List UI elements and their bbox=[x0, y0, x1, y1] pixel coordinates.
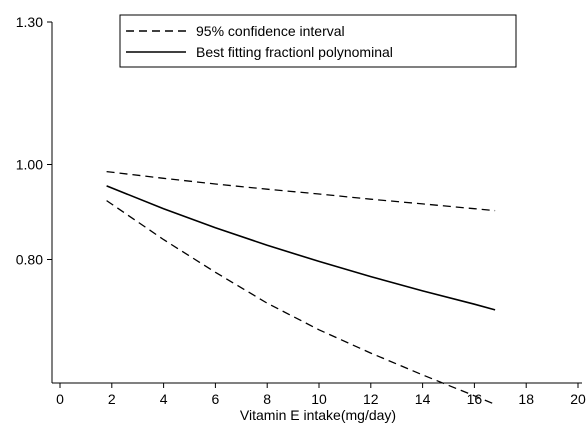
x-tick-label: 4 bbox=[160, 391, 168, 407]
x-tick-label: 6 bbox=[212, 391, 220, 407]
y-tick-label: 0.80 bbox=[16, 252, 43, 268]
confidence-interval-line-1 bbox=[106, 170, 496, 212]
x-tick-label: 14 bbox=[415, 391, 431, 407]
y-tick-label: 1.30 bbox=[16, 14, 43, 30]
x-tick-label: 12 bbox=[363, 391, 379, 407]
legend: 95% confidence interval Best fitting frac… bbox=[119, 14, 517, 68]
legend-label: Best fitting fractionl polynominal bbox=[196, 44, 393, 60]
x-axis-label: Vitamin E intake(mg/day) bbox=[240, 407, 396, 423]
x-tick-label: 0 bbox=[56, 391, 64, 407]
legend-box bbox=[119, 14, 517, 68]
plot-area: 0 2 4 6 8 10 12 14 16 18 20 0.80 1.00 1.30 bbox=[16, 14, 586, 407]
x-tick-label: 16 bbox=[467, 391, 483, 407]
x-tick-label: 18 bbox=[518, 391, 534, 407]
x-tick-label: 10 bbox=[311, 391, 327, 407]
x-tick-label: 8 bbox=[263, 391, 271, 407]
y-tick-label: 1.00 bbox=[16, 157, 43, 173]
y-ticks: 0.80 1.00 1.30 bbox=[16, 14, 52, 268]
x-tick-label: 2 bbox=[108, 391, 116, 407]
fitted-line-0 bbox=[106, 185, 496, 311]
confidence-interval-line-2 bbox=[106, 200, 496, 406]
series-layer bbox=[106, 170, 496, 406]
x-tick-label: 20 bbox=[570, 391, 586, 407]
x-ticks: 0 2 4 6 8 10 12 14 16 18 20 bbox=[56, 383, 586, 407]
legend-label: 95% confidence interval bbox=[196, 23, 345, 39]
